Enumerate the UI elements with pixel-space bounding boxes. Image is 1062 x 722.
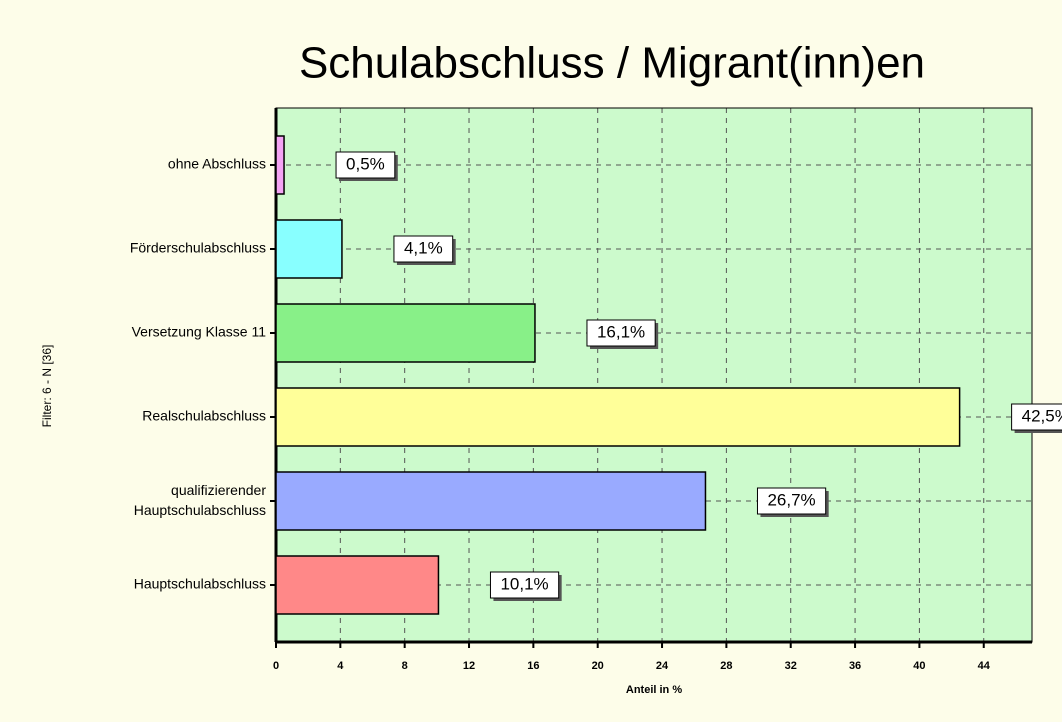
data-label: 42,5% [1022,406,1062,425]
x-tick-label: 28 [720,660,732,672]
data-label-box [586,319,656,347]
x-tick-label: 40 [913,660,925,672]
bar [275,555,440,615]
data-label-box [393,235,454,263]
data-label-box [756,487,827,515]
bar [275,219,343,279]
data-label: 0,5% [346,154,385,173]
x-tick-label: 8 [402,660,408,672]
chart-title: Schulabschluss / Migrant(inn)en [299,39,925,88]
y-tick-label: Versetzung Klasse 11 [132,324,267,340]
data-label: 26,7% [767,490,815,509]
x-tick-label: 16 [527,660,539,672]
x-tick-label: 32 [785,660,797,672]
data-label-box [335,151,396,179]
x-tick-label: 36 [849,660,861,672]
y-tick-label: qualifizierender Hauptschulabschluss [134,482,267,518]
x-tick-label: 4 [337,660,344,672]
x-axis-label: Anteil in % [626,684,682,696]
bar [275,303,536,363]
x-tick-label: 44 [978,660,991,672]
data-label: 16,1% [597,322,645,341]
plot-area [276,108,1032,642]
data-label-box [1011,403,1062,431]
data-label-box [489,571,560,599]
x-tick-label: 0 [273,660,279,672]
bar [275,387,961,447]
bar [275,471,707,531]
y-tick-label: Realschulabschluss [142,408,266,424]
x-tick-label: 20 [592,660,604,672]
data-label: 4,1% [404,238,443,257]
x-tick-label: 12 [463,660,475,672]
y-tick-label: Hauptschulabschluss [134,576,266,592]
y-axis-label: Filter: 6 - N [36] [40,345,54,428]
y-tick-label: ohne Abschluss [168,156,266,172]
bar [275,135,285,195]
y-tick-label: Förderschulabschluss [130,240,266,256]
x-tick-label: 24 [656,660,669,672]
data-label: 10,1% [500,574,548,593]
